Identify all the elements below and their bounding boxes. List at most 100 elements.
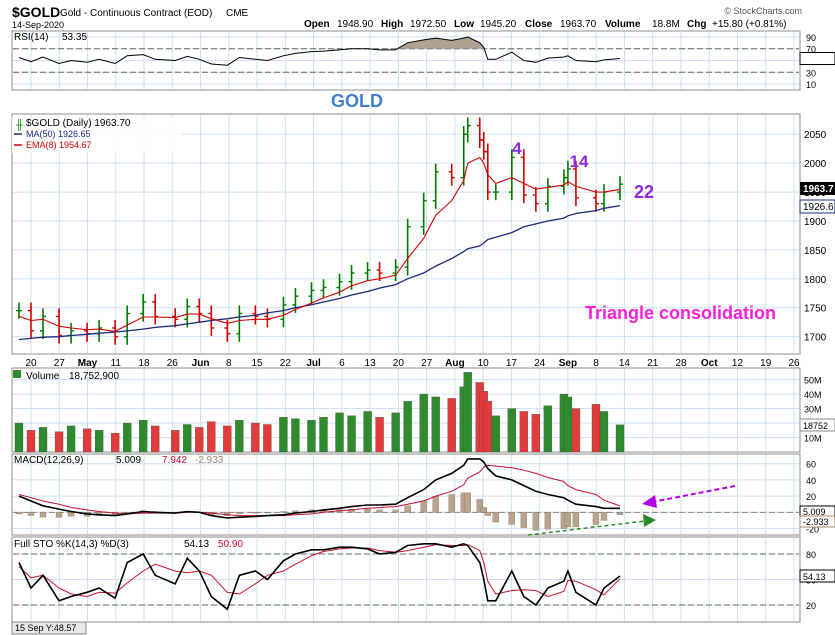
rsi-overbought-fill [19,36,620,49]
price-bar [280,296,287,328]
volume-bar [251,422,260,453]
volume-tick-label: 40M [804,390,822,400]
macd-arrow-line [651,485,736,503]
macd-hist-bar [432,495,439,513]
exchange: CME [226,8,249,19]
triangle-annotation: Triangle consolidation [585,303,776,323]
high-value: 1972.50 [410,19,447,30]
last-price-tag [800,182,835,195]
price-legend-ema: EMA(8) 1954.67 [26,140,92,150]
price-bar [420,192,427,235]
macd-hist-bar [520,512,527,528]
panel-macd [11,453,801,536]
chg-value: +15.80 (+0.81%) [712,19,787,30]
volume-axis: 50M40M30M20M10M [804,376,822,444]
volume-bar [151,425,160,453]
volume-bar [223,425,232,453]
wave-label-22: 22 [634,182,654,202]
chg-label: Chg [687,19,706,30]
brand-watermark: © StockCharts.com [724,6,802,16]
price-tick-label: 1900 [804,217,827,228]
macd-label: MACD(12,26,9) [14,455,83,466]
volume-tag-text: 18752 [803,421,828,431]
open-label: Open [304,19,330,30]
price-bar [592,189,599,212]
macd-hist-bar [420,500,427,513]
macd-hist-bar [15,512,23,515]
volume-tick-label: 50M [804,376,822,386]
price-plot [15,117,623,345]
macd-hist-bar [532,512,540,531]
volume-tag [799,418,835,432]
volume-bar [279,417,288,453]
volume-bar [139,419,148,453]
macd-hist-bar [292,510,299,513]
price-bar [236,305,243,342]
macd-hist-bar [27,512,35,516]
price-bar [492,183,499,201]
macd-tick-label: 60 [806,460,816,470]
price-tick-label: 1800 [804,275,827,286]
price-bar [432,163,439,209]
volume-bar [507,408,516,453]
macd-hist-bar [67,512,75,517]
volume-bar [599,411,609,453]
price-bar [520,149,527,204]
last-price-tag-text: 1963.7 [803,184,834,195]
x-tick-label: 15 [252,358,264,369]
price-bar [320,279,327,299]
volume-bar [66,425,76,453]
volume-bar [519,411,528,453]
sto-tick-label: 20 [806,601,816,611]
volume-bar [563,396,573,453]
volume-bar [235,419,244,453]
price-bar [448,163,455,186]
x-tick-label: 10 [478,358,490,369]
x-tick-label: 14 [619,358,631,369]
price-bar [364,262,371,282]
price-legend-main: $GOLD (Daily) 1963.70 [26,118,131,129]
volume-bar [447,398,456,453]
volume-label: Volume [605,19,641,30]
volume-tick-label: 10M [804,434,822,444]
macd-hist-bar [392,509,399,513]
cursor-readout-box [11,621,87,635]
cursor-readout: 15 Sep Y:48.57 [15,623,76,633]
rsi-value: 53.35 [62,32,87,43]
volume-bars [14,372,625,453]
x-tick-label: Oct [701,358,718,369]
x-tick-label: 12 [732,358,744,369]
volume-bar [171,430,180,453]
macd-hist-bar [480,507,487,513]
ma-tag [799,199,835,214]
macd-tick-label: -20 [806,525,819,535]
volume-bar [54,431,64,453]
volume-bar [14,422,24,453]
macd-hist-bar [264,512,271,513]
volume-bar [391,412,400,453]
macd-hist-bar [124,512,131,513]
volume-tick-label: 30M [804,405,822,415]
macd-hist-bar [572,512,580,528]
x-tick-label: 27 [54,358,66,369]
rsi-tick-label: 90 [806,33,816,43]
rsi-tick-label: 10 [806,80,816,90]
sto-k-value: 54.13 [184,539,209,550]
price-tick-label: 1700 [804,333,827,344]
macd-hist-bar [564,512,572,528]
x-tick-label: 8 [593,358,599,369]
macd-hist-bar [600,512,608,521]
x-tick-label: 6 [339,358,345,369]
high-label: High [381,19,403,30]
volume-bar [463,372,472,453]
volume-bar [571,408,581,453]
volume-panel-label: Volume [26,371,60,382]
x-tick-label: 19 [760,358,772,369]
price-bar [404,218,411,276]
price-tick-label: 2000 [804,159,827,170]
macd-arrow-head [642,495,657,508]
volume-bar [431,396,440,453]
volume-bar [26,430,36,453]
volume-bar [615,424,625,453]
macd-hist-bar [252,512,259,514]
